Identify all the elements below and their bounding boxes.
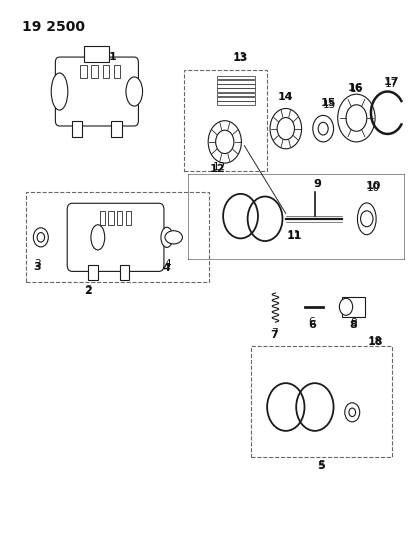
Text: 15: 15 <box>321 98 336 108</box>
Circle shape <box>270 109 302 149</box>
Ellipse shape <box>51 73 68 110</box>
Bar <box>217 97 255 101</box>
Bar <box>120 265 130 280</box>
Text: 7: 7 <box>271 328 278 338</box>
Ellipse shape <box>161 227 173 247</box>
FancyBboxPatch shape <box>55 57 138 126</box>
Text: 10: 10 <box>365 181 381 191</box>
Text: 18: 18 <box>368 337 384 347</box>
Bar <box>92 65 98 78</box>
Text: 15: 15 <box>323 100 336 110</box>
Text: 9: 9 <box>314 179 321 189</box>
Circle shape <box>208 120 241 163</box>
Bar <box>109 211 114 225</box>
Text: 1: 1 <box>110 52 117 62</box>
Bar <box>114 65 120 78</box>
Bar <box>88 265 98 280</box>
Bar <box>80 65 87 78</box>
Circle shape <box>345 403 360 422</box>
Text: 17: 17 <box>384 77 400 87</box>
Text: 14: 14 <box>278 92 293 102</box>
Circle shape <box>33 228 48 247</box>
Text: 11: 11 <box>288 230 301 240</box>
Text: 19 2500: 19 2500 <box>22 20 85 34</box>
Text: 16: 16 <box>347 83 363 93</box>
Bar <box>250 346 392 457</box>
Text: 1: 1 <box>109 52 117 62</box>
Circle shape <box>339 298 353 316</box>
Bar <box>103 65 109 78</box>
Text: 2: 2 <box>84 286 92 296</box>
Text: 5: 5 <box>317 462 325 471</box>
Text: 18: 18 <box>368 336 382 346</box>
Ellipse shape <box>165 231 182 244</box>
Text: 11: 11 <box>286 231 302 241</box>
Circle shape <box>318 122 328 135</box>
Bar <box>184 70 267 171</box>
Text: 8: 8 <box>349 320 357 330</box>
Text: 3: 3 <box>34 259 41 269</box>
Circle shape <box>349 408 356 417</box>
Text: 7: 7 <box>270 330 278 341</box>
Circle shape <box>338 94 375 142</box>
Ellipse shape <box>357 203 376 235</box>
FancyBboxPatch shape <box>67 203 164 271</box>
Text: 13: 13 <box>232 53 248 63</box>
Circle shape <box>361 211 373 227</box>
Text: 16: 16 <box>350 84 363 94</box>
Bar <box>217 88 255 92</box>
Circle shape <box>216 130 234 154</box>
Bar <box>217 80 255 84</box>
Ellipse shape <box>91 225 105 250</box>
Bar <box>117 211 122 225</box>
Bar <box>217 93 255 96</box>
Bar <box>126 211 131 225</box>
Bar <box>112 120 122 136</box>
Text: 8: 8 <box>350 318 357 328</box>
Ellipse shape <box>126 77 143 106</box>
Text: 13: 13 <box>234 52 247 62</box>
Text: 2: 2 <box>85 285 92 295</box>
Bar <box>217 101 255 105</box>
Circle shape <box>313 115 334 142</box>
Circle shape <box>346 105 367 131</box>
Bar <box>100 211 105 225</box>
Circle shape <box>277 118 295 140</box>
Text: 3: 3 <box>33 262 41 271</box>
Bar <box>72 120 82 136</box>
Text: 4: 4 <box>163 263 171 273</box>
Text: 14: 14 <box>279 92 293 102</box>
Bar <box>342 297 365 317</box>
Text: 6: 6 <box>308 320 316 330</box>
Text: 5: 5 <box>318 461 324 470</box>
Circle shape <box>37 232 45 242</box>
Bar <box>217 84 255 88</box>
Text: 10: 10 <box>367 183 380 193</box>
Text: 4: 4 <box>164 259 171 269</box>
Bar <box>84 46 110 62</box>
Text: 12: 12 <box>209 165 225 174</box>
Bar <box>217 76 255 79</box>
Text: 6: 6 <box>308 317 315 327</box>
Text: 9: 9 <box>314 179 322 189</box>
Bar <box>26 192 209 282</box>
Text: 12: 12 <box>213 162 226 172</box>
Text: 17: 17 <box>385 78 398 88</box>
